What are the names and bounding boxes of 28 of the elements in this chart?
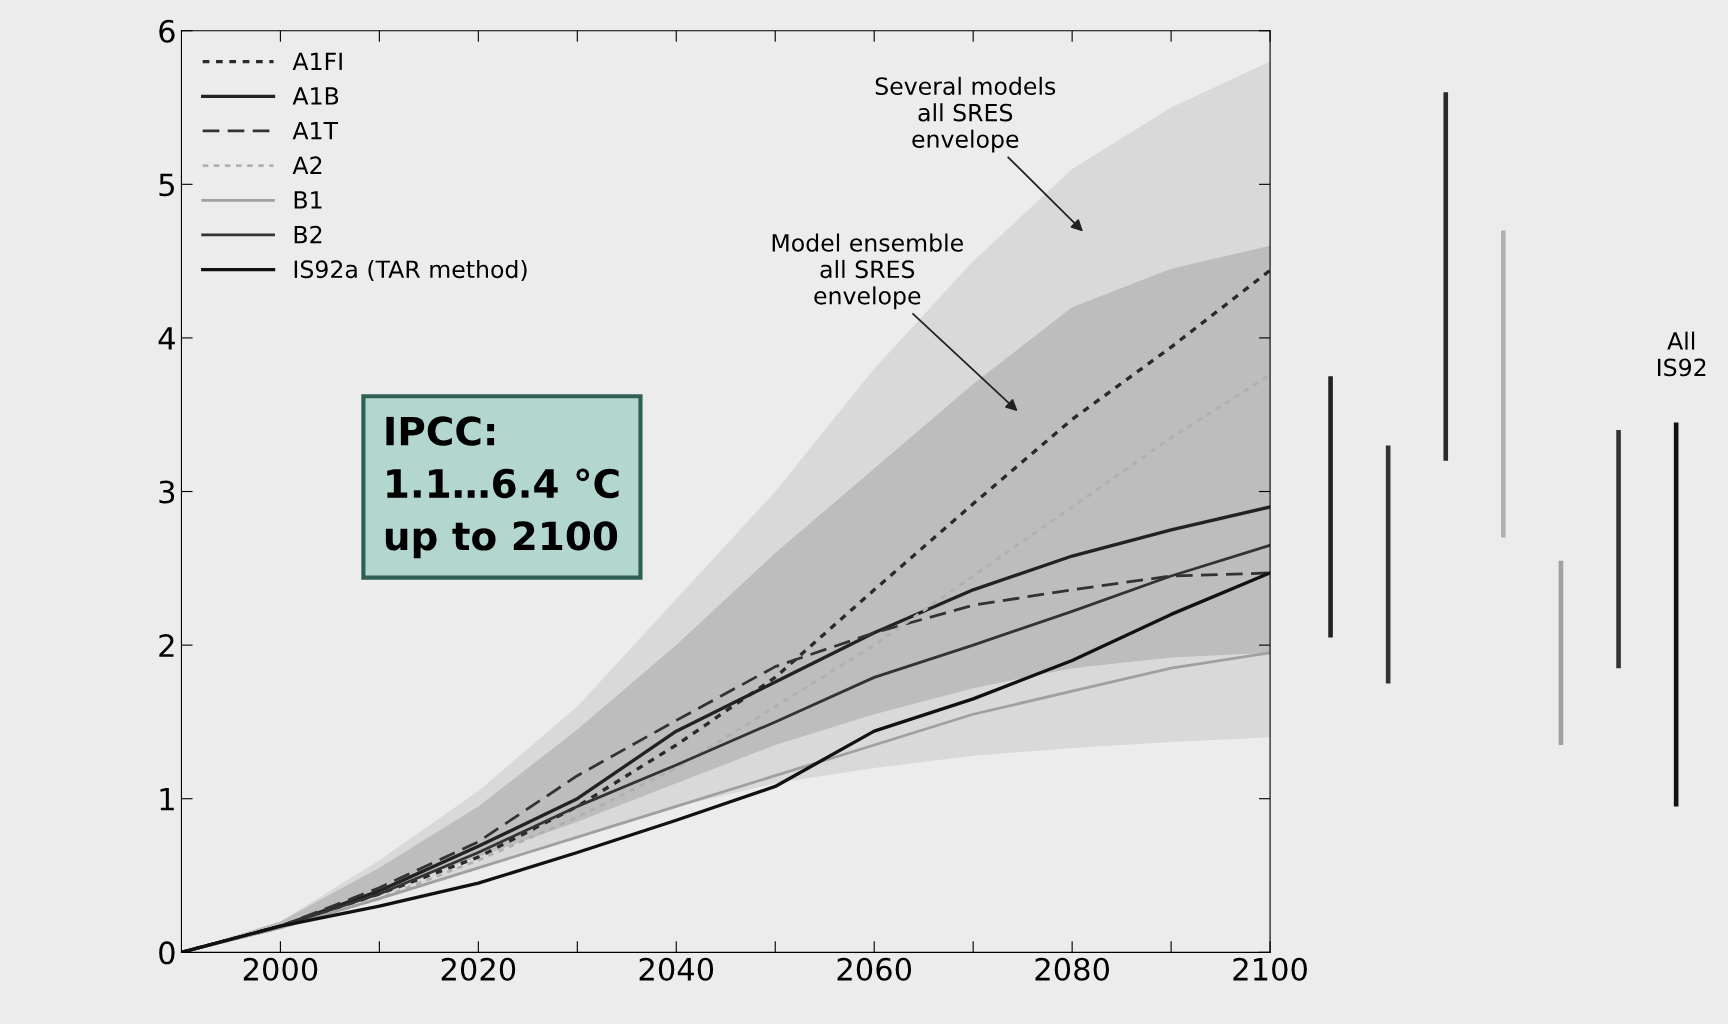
y-tick-label: 0 (159, 941, 175, 965)
legend-label: B1 (294, 191, 322, 209)
x-tick-label: 2100 (1233, 957, 1307, 981)
y-tick-label: 4 (158, 327, 175, 350)
x-tick-label: 2080 (1035, 957, 1109, 981)
legend-label: A2 (292, 156, 322, 174)
y-tick-label: 1 (160, 788, 174, 811)
y-tick-label: 6 (159, 19, 175, 43)
x-tick-label: 2040 (639, 957, 714, 981)
annotation: Model ensemble all SRES envelope (772, 233, 963, 310)
legend-label: A1B (292, 87, 339, 105)
y-tick-label: 5 (159, 173, 174, 197)
x-tick-label: 2020 (441, 957, 516, 981)
bar (1328, 376, 1333, 638)
annotation: All IS92 (1658, 331, 1706, 377)
annotation: Several models all SRES envelope (875, 76, 1056, 153)
x-tick-label: 2000 (243, 957, 318, 981)
legend-label: A1T (292, 122, 339, 140)
bar (1616, 430, 1621, 669)
y-tick-label: 3 (159, 480, 175, 504)
legend-label: A1FI (292, 52, 342, 70)
bar (1443, 92, 1449, 461)
legend-label: IS92a (TAR method) (294, 259, 527, 281)
y-tick-label: 2 (159, 634, 174, 657)
legend-label: B2 (294, 225, 322, 244)
bar (1501, 230, 1506, 538)
annotation: IPCC: 1.1…6.4 °C up to 2100 (385, 416, 619, 559)
x-tick-label: 2060 (837, 957, 912, 981)
